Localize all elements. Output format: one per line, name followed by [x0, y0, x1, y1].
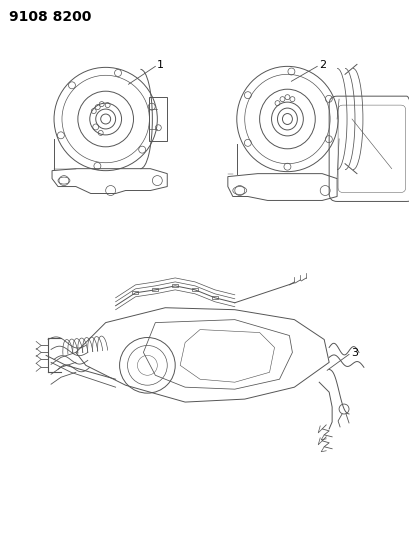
Bar [192, 288, 198, 291]
Bar [149, 97, 167, 141]
Text: 1: 1 [157, 60, 164, 70]
Text: 2: 2 [319, 60, 326, 70]
Bar [211, 296, 217, 299]
Bar [152, 288, 158, 291]
Text: 9108 8200: 9108 8200 [9, 10, 92, 24]
Bar [132, 291, 138, 294]
Text: 3: 3 [350, 349, 357, 358]
Bar [172, 284, 178, 287]
